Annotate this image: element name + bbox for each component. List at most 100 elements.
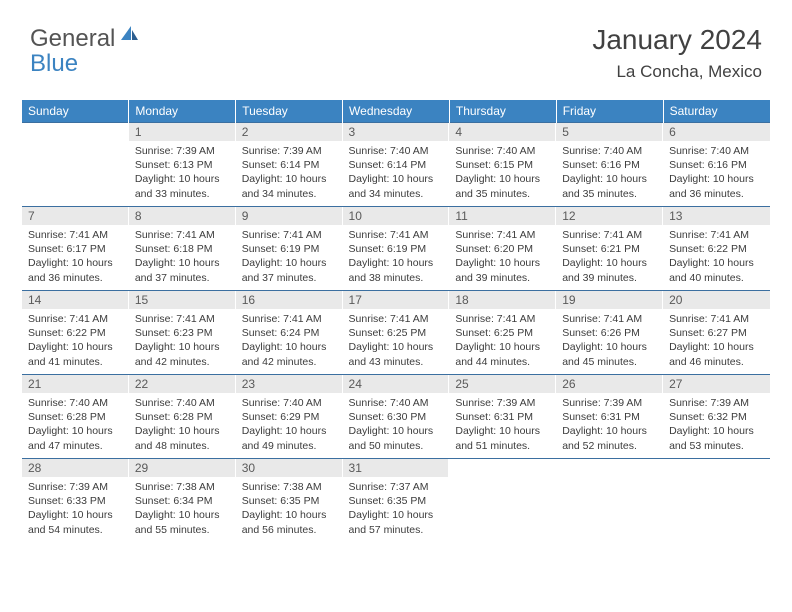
calendar-day-cell: 27Sunrise: 7:39 AMSunset: 6:32 PMDayligh…: [663, 375, 770, 459]
calendar-day-cell: 18Sunrise: 7:41 AMSunset: 6:25 PMDayligh…: [449, 291, 556, 375]
day-number: 8: [129, 207, 236, 225]
calendar-week-row: 14Sunrise: 7:41 AMSunset: 6:22 PMDayligh…: [22, 291, 770, 375]
day-details: Sunrise: 7:38 AMSunset: 6:34 PMDaylight:…: [129, 477, 236, 541]
calendar-day-cell: [556, 459, 663, 543]
logo-text-blue: Blue: [30, 50, 78, 77]
day-number: [22, 123, 129, 141]
day-number: 27: [663, 375, 770, 393]
calendar-day-cell: 8Sunrise: 7:41 AMSunset: 6:18 PMDaylight…: [129, 207, 236, 291]
calendar-day-cell: 1Sunrise: 7:39 AMSunset: 6:13 PMDaylight…: [129, 123, 236, 207]
day-details: Sunrise: 7:41 AMSunset: 6:19 PMDaylight:…: [343, 225, 450, 289]
weekday-header: Thursday: [449, 100, 556, 123]
calendar-day-cell: [22, 123, 129, 207]
weekday-header: Monday: [129, 100, 236, 123]
day-details: Sunrise: 7:40 AMSunset: 6:16 PMDaylight:…: [663, 141, 770, 205]
day-number: 18: [449, 291, 556, 309]
day-details: Sunrise: 7:40 AMSunset: 6:28 PMDaylight:…: [129, 393, 236, 457]
calendar-day-cell: 2Sunrise: 7:39 AMSunset: 6:14 PMDaylight…: [236, 123, 343, 207]
day-details: Sunrise: 7:41 AMSunset: 6:25 PMDaylight:…: [343, 309, 450, 373]
logo-text-general: General: [30, 25, 115, 53]
day-number: 28: [22, 459, 129, 477]
day-number: 9: [236, 207, 343, 225]
title-block: January 2024 La Concha, Mexico: [592, 24, 762, 82]
day-number: 4: [449, 123, 556, 141]
day-details: Sunrise: 7:40 AMSunset: 6:15 PMDaylight:…: [449, 141, 556, 205]
calendar-body: 1Sunrise: 7:39 AMSunset: 6:13 PMDaylight…: [22, 123, 770, 543]
calendar-day-cell: 5Sunrise: 7:40 AMSunset: 6:16 PMDaylight…: [556, 123, 663, 207]
weekday-header: Wednesday: [343, 100, 450, 123]
location-subtitle: La Concha, Mexico: [592, 62, 762, 82]
calendar-week-row: 7Sunrise: 7:41 AMSunset: 6:17 PMDaylight…: [22, 207, 770, 291]
day-number: 31: [343, 459, 450, 477]
day-details: Sunrise: 7:41 AMSunset: 6:18 PMDaylight:…: [129, 225, 236, 289]
calendar-day-cell: 9Sunrise: 7:41 AMSunset: 6:19 PMDaylight…: [236, 207, 343, 291]
calendar-day-cell: 12Sunrise: 7:41 AMSunset: 6:21 PMDayligh…: [556, 207, 663, 291]
day-number: 14: [22, 291, 129, 309]
calendar-day-cell: 4Sunrise: 7:40 AMSunset: 6:15 PMDaylight…: [449, 123, 556, 207]
calendar-day-cell: 31Sunrise: 7:37 AMSunset: 6:35 PMDayligh…: [343, 459, 450, 543]
day-number: 21: [22, 375, 129, 393]
calendar-day-cell: 16Sunrise: 7:41 AMSunset: 6:24 PMDayligh…: [236, 291, 343, 375]
day-details: Sunrise: 7:40 AMSunset: 6:29 PMDaylight:…: [236, 393, 343, 457]
month-title: January 2024: [592, 24, 762, 56]
day-number: 5: [556, 123, 663, 141]
day-details: Sunrise: 7:41 AMSunset: 6:23 PMDaylight:…: [129, 309, 236, 373]
day-number: 16: [236, 291, 343, 309]
logo-blue-row: Blue: [30, 50, 78, 78]
day-details: Sunrise: 7:39 AMSunset: 6:14 PMDaylight:…: [236, 141, 343, 205]
day-number: 19: [556, 291, 663, 309]
day-number: [449, 459, 556, 477]
day-details: Sunrise: 7:41 AMSunset: 6:19 PMDaylight:…: [236, 225, 343, 289]
day-details: Sunrise: 7:40 AMSunset: 6:30 PMDaylight:…: [343, 393, 450, 457]
calendar-day-cell: 15Sunrise: 7:41 AMSunset: 6:23 PMDayligh…: [129, 291, 236, 375]
weekday-header: Sunday: [22, 100, 129, 123]
day-number: 11: [449, 207, 556, 225]
day-details: Sunrise: 7:41 AMSunset: 6:24 PMDaylight:…: [236, 309, 343, 373]
day-number: 7: [22, 207, 129, 225]
day-number: 10: [343, 207, 450, 225]
calendar-day-cell: 29Sunrise: 7:38 AMSunset: 6:34 PMDayligh…: [129, 459, 236, 543]
day-details: Sunrise: 7:39 AMSunset: 6:33 PMDaylight:…: [22, 477, 129, 541]
day-details: Sunrise: 7:41 AMSunset: 6:27 PMDaylight:…: [663, 309, 770, 373]
weekday-header: Saturday: [663, 100, 770, 123]
day-number: 22: [129, 375, 236, 393]
calendar-header-row: SundayMondayTuesdayWednesdayThursdayFrid…: [22, 100, 770, 123]
day-details: Sunrise: 7:38 AMSunset: 6:35 PMDaylight:…: [236, 477, 343, 541]
day-number: 12: [556, 207, 663, 225]
calendar-day-cell: 26Sunrise: 7:39 AMSunset: 6:31 PMDayligh…: [556, 375, 663, 459]
day-number: [663, 459, 770, 477]
calendar-day-cell: 28Sunrise: 7:39 AMSunset: 6:33 PMDayligh…: [22, 459, 129, 543]
calendar-day-cell: 30Sunrise: 7:38 AMSunset: 6:35 PMDayligh…: [236, 459, 343, 543]
calendar-day-cell: 22Sunrise: 7:40 AMSunset: 6:28 PMDayligh…: [129, 375, 236, 459]
day-details: Sunrise: 7:41 AMSunset: 6:17 PMDaylight:…: [22, 225, 129, 289]
weekday-header: Friday: [556, 100, 663, 123]
day-details: Sunrise: 7:39 AMSunset: 6:31 PMDaylight:…: [449, 393, 556, 457]
calendar-week-row: 21Sunrise: 7:40 AMSunset: 6:28 PMDayligh…: [22, 375, 770, 459]
day-details: Sunrise: 7:39 AMSunset: 6:32 PMDaylight:…: [663, 393, 770, 457]
weekday-header: Tuesday: [236, 100, 343, 123]
calendar-table: SundayMondayTuesdayWednesdayThursdayFrid…: [22, 100, 770, 543]
day-details: Sunrise: 7:41 AMSunset: 6:22 PMDaylight:…: [22, 309, 129, 373]
calendar-day-cell: 10Sunrise: 7:41 AMSunset: 6:19 PMDayligh…: [343, 207, 450, 291]
calendar-day-cell: [663, 459, 770, 543]
day-details: Sunrise: 7:40 AMSunset: 6:16 PMDaylight:…: [556, 141, 663, 205]
day-number: 26: [556, 375, 663, 393]
calendar-day-cell: 24Sunrise: 7:40 AMSunset: 6:30 PMDayligh…: [343, 375, 450, 459]
calendar-day-cell: 20Sunrise: 7:41 AMSunset: 6:27 PMDayligh…: [663, 291, 770, 375]
day-number: 6: [663, 123, 770, 141]
day-details: Sunrise: 7:41 AMSunset: 6:25 PMDaylight:…: [449, 309, 556, 373]
day-details: Sunrise: 7:39 AMSunset: 6:31 PMDaylight:…: [556, 393, 663, 457]
day-number: 20: [663, 291, 770, 309]
day-number: 30: [236, 459, 343, 477]
day-number: 23: [236, 375, 343, 393]
calendar-day-cell: 23Sunrise: 7:40 AMSunset: 6:29 PMDayligh…: [236, 375, 343, 459]
day-number: 25: [449, 375, 556, 393]
calendar-week-row: 28Sunrise: 7:39 AMSunset: 6:33 PMDayligh…: [22, 459, 770, 543]
day-details: Sunrise: 7:39 AMSunset: 6:13 PMDaylight:…: [129, 141, 236, 205]
calendar-day-cell: 13Sunrise: 7:41 AMSunset: 6:22 PMDayligh…: [663, 207, 770, 291]
day-number: 13: [663, 207, 770, 225]
day-number: 17: [343, 291, 450, 309]
calendar-day-cell: [449, 459, 556, 543]
day-details: Sunrise: 7:37 AMSunset: 6:35 PMDaylight:…: [343, 477, 450, 541]
day-number: 2: [236, 123, 343, 141]
